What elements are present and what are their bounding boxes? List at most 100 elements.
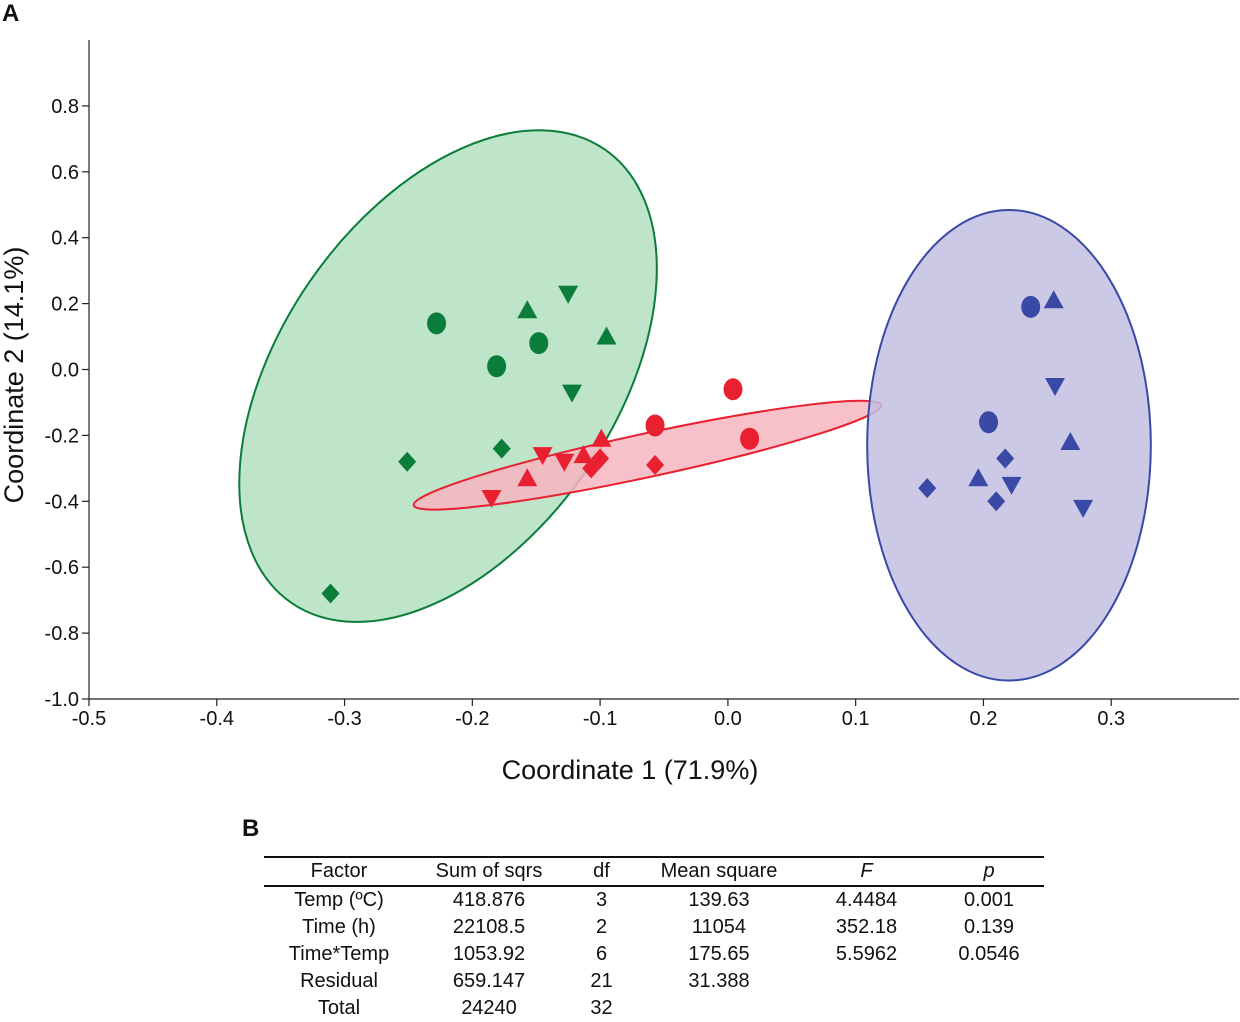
- point-blue-triangle-down: [1045, 377, 1065, 396]
- cell-f: [799, 968, 934, 995]
- cell-p: 0.0546: [958, 943, 1020, 965]
- point-blue-circle: [1021, 295, 1041, 318]
- cell-p: 0.139: [963, 916, 1015, 938]
- table-row: Temp (ºC) 418.876 3 139.63 4.4484 0.001: [264, 886, 1044, 914]
- point-blue-triangle-up: [1043, 290, 1064, 309]
- cell-f: 4.4484: [835, 889, 898, 911]
- x-tick-label: 0.0: [714, 708, 742, 730]
- x-tick-label: 0.2: [970, 708, 998, 730]
- point-green-circle: [529, 332, 549, 355]
- y-tick-label: 0.2: [51, 294, 79, 316]
- point-red-triangle-down: [554, 453, 575, 472]
- axes: -0.5 -0.4 -0.3 -0.2 -0.1 0.0 0.1 0.2 0.3 -1.0 -0.8…: [45, 40, 1239, 730]
- ellipse-blue: [866, 209, 1152, 682]
- point-blue-diamond: [996, 448, 1015, 469]
- cell-factor: Total: [317, 997, 361, 1019]
- data-points: [321, 285, 1094, 604]
- cell-df: 2: [595, 916, 608, 938]
- point-red-triangle-down: [532, 447, 553, 466]
- point-blue-diamond: [987, 491, 1006, 512]
- cell-factor: Time*Temp: [288, 943, 390, 965]
- cell-mean-square: 139.63: [688, 889, 750, 911]
- point-red-triangle-down: [481, 490, 502, 509]
- y-tick-label: -0.8: [45, 623, 79, 645]
- confidence-ellipses: [238, 129, 1152, 682]
- point-green-triangle-down: [562, 384, 582, 403]
- point-green-circle: [427, 312, 447, 335]
- point-green-triangle-up: [517, 300, 538, 319]
- point-blue-triangle-up: [968, 468, 989, 487]
- y-tick-label: -0.2: [45, 425, 79, 447]
- x-tick-label: -0.2: [455, 708, 489, 730]
- cell-sum-of-sqrs: 418.876: [452, 889, 526, 911]
- x-tick-label: -0.4: [200, 708, 234, 730]
- table-row: Total 24240 32: [264, 995, 1044, 1022]
- anova-table: Factor Sum of sqrs df Mean square F p Te…: [264, 856, 1044, 1022]
- cell-factor: Residual: [300, 970, 378, 992]
- point-green-triangle-down: [558, 285, 579, 304]
- cell-df: 3: [595, 889, 608, 911]
- x-tick-label: -0.3: [327, 708, 361, 730]
- header-mean-square: Mean square: [660, 860, 778, 882]
- y-tick-label: -1.0: [45, 689, 79, 711]
- x-tick-label: 0.3: [1097, 708, 1125, 730]
- cell-p: [934, 968, 1044, 995]
- cell-factor: Temp (ºC): [294, 889, 384, 911]
- point-green-diamond: [321, 583, 340, 604]
- point-red-circle: [723, 378, 743, 401]
- cell-sum-of-sqrs: 659.147: [452, 970, 526, 992]
- point-red-diamond: [591, 448, 610, 469]
- point-red-triangle-up: [573, 445, 594, 464]
- y-tick-label: 0.4: [51, 228, 79, 250]
- point-red-triangle-up: [517, 468, 538, 487]
- cell-sum-of-sqrs: 1053.92: [452, 943, 526, 965]
- cell-p: 0.001: [963, 889, 1015, 911]
- cell-df: 6: [595, 943, 608, 965]
- cell-df: 21: [590, 970, 613, 992]
- table-row: Residual 659.147 21 31.388: [264, 968, 1044, 995]
- header-p: p: [983, 860, 995, 882]
- y-tick-label: -0.4: [45, 491, 79, 513]
- cell-mean-square: 11054: [691, 916, 747, 938]
- x-tick-label: -0.1: [583, 708, 617, 730]
- cell-f: 352.18: [835, 916, 898, 938]
- header-factor: Factor: [310, 860, 368, 882]
- cell-mean-square: 175.65: [688, 943, 750, 965]
- x-axis-title: Coordinate 1 (71.9%): [502, 755, 759, 785]
- cell-sum-of-sqrs: 24240: [461, 997, 517, 1019]
- point-blue-triangle-down: [1073, 499, 1094, 518]
- cell-mean-square: 31.388: [688, 970, 750, 992]
- point-blue-triangle-down: [1001, 476, 1022, 495]
- point-blue-triangle-up: [1060, 431, 1081, 450]
- x-tick-label: 0.1: [842, 708, 870, 730]
- table-header-row: Factor Sum of sqrs df Mean square F p: [264, 857, 1044, 886]
- pcoa-scatter-plot: -0.5 -0.4 -0.3 -0.2 -0.1 0.0 0.1 0.2 0.3 -1.0 -0.8…: [0, 40, 1239, 785]
- table-row: Time*Temp 1053.92 6 175.65 5.5962 0.0546: [264, 941, 1044, 968]
- point-red-triangle-up: [591, 428, 612, 447]
- point-red-diamond: [646, 455, 665, 476]
- point-green-triangle-up: [596, 326, 617, 345]
- point-red-circle: [740, 427, 760, 450]
- point-green-diamond: [492, 438, 511, 459]
- header-f: F: [860, 860, 873, 882]
- cell-sum-of-sqrs: 22108.5: [452, 916, 526, 938]
- cell-f: 5.5962: [835, 943, 898, 965]
- cell-df: 32: [590, 997, 613, 1019]
- point-blue-diamond: [918, 478, 937, 499]
- y-tick-label: 0.6: [51, 162, 79, 184]
- header-sum-of-sqrs: Sum of sqrs: [435, 860, 543, 882]
- header-df: df: [593, 860, 610, 882]
- panel-label-a: A: [2, 0, 20, 27]
- y-tick-label: -0.6: [45, 557, 79, 579]
- table-row: Time (h) 22108.5 2 11054 352.18 0.139: [264, 914, 1044, 941]
- point-red-circle: [645, 414, 665, 437]
- panel-label-b: B: [242, 815, 260, 842]
- x-tick-label: -0.5: [72, 708, 106, 730]
- y-tick-label: 0.0: [51, 360, 79, 382]
- point-green-circle: [487, 355, 507, 378]
- cell-factor: Time (h): [302, 916, 376, 938]
- point-green-diamond: [398, 451, 417, 472]
- y-tick-label: 0.8: [51, 96, 79, 118]
- ellipse-green: [238, 129, 658, 623]
- y-axis-title: Coordinate 2 (14.1%): [0, 247, 29, 504]
